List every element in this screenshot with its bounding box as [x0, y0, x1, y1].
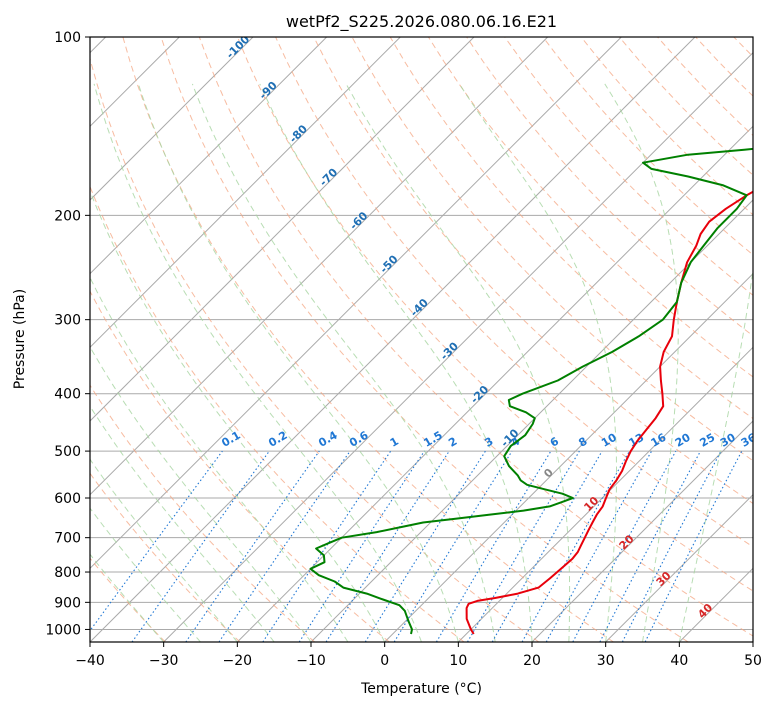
dry-adiabat-line [160, 37, 689, 642]
mixing-ratio-layer [90, 450, 743, 642]
isotherm-line [310, 199, 753, 642]
x-tick-label: −10 [296, 653, 326, 669]
y-tick-label: 600 [54, 491, 81, 507]
y-tick-label: 800 [54, 565, 81, 581]
x-tick-label: 0 [380, 653, 389, 669]
y-tick-label: 200 [54, 208, 81, 224]
plot-frame [89, 36, 754, 643]
isotherm-line [605, 493, 753, 642]
moist-adiabat-line [90, 189, 386, 642]
moist-adiabat-line [259, 83, 533, 642]
moist-adiabat-line [604, 83, 679, 642]
moist-adiabat-line [191, 83, 496, 642]
temperature-profile-line [465, 190, 753, 635]
isotherm-line [163, 51, 753, 642]
moist-adiabat-line [458, 83, 617, 642]
plot-area: 0.1 0.2 0.4 0.6 1 1.5 2 3 4 6 8 10 13 16 20 25 30 36-100-… [90, 37, 759, 642]
moist-adiabat-line [90, 345, 312, 642]
x-axis-title: Temperature (°C) [360, 681, 482, 697]
dry-adiabat-line [351, 37, 753, 462]
dry-adiabat-line [389, 37, 753, 420]
dry-adiabat-line [427, 37, 753, 378]
y-tick-label: 500 [54, 444, 81, 460]
moist-adiabat-line [93, 83, 422, 642]
dry-adiabat-line [313, 37, 753, 505]
mixing-ratio-line [325, 450, 450, 642]
y-tick-label: 700 [54, 531, 81, 547]
isotherm-line [90, 37, 254, 201]
dry-adiabat-line [90, 384, 316, 642]
moist-adiabat-line [137, 83, 459, 642]
mixing-ratio-line [298, 450, 425, 642]
y-tick-label: 100 [54, 30, 81, 46]
x-tick-label: 40 [670, 653, 688, 669]
x-tick-label: −20 [223, 653, 253, 669]
dry-adiabat-line [504, 37, 753, 296]
mixing-ratio-line [572, 450, 677, 642]
isotherm-line [90, 37, 549, 496]
dry-adiabat-line [198, 37, 753, 637]
dry-adiabat-line [122, 37, 614, 642]
moist-adiabat-line [90, 458, 238, 642]
dry-adiabat-line [90, 185, 465, 642]
moist-adiabat-line [678, 83, 753, 642]
mixing-ratio-line [185, 450, 320, 642]
grid-layer [90, 37, 753, 642]
dry-adiabat-line [275, 37, 753, 548]
x-tick-label: 10 [449, 653, 467, 669]
y-tick-label: 300 [54, 313, 81, 329]
x-tick-label: −30 [149, 653, 179, 669]
dry-adiabat-line [466, 37, 753, 337]
isotherm-line [90, 37, 328, 275]
mixing-ratio-line [131, 450, 270, 642]
mixing-ratio-line [393, 450, 513, 642]
y-tick-label: 900 [54, 595, 81, 611]
x-tick-label: 30 [597, 653, 615, 669]
mixing-ratio-label: 36 [739, 431, 759, 450]
x-tick-label: 50 [744, 653, 762, 669]
x-axis: −40 −30 −20 −10 0 10 20 30 40 50 [75, 642, 762, 669]
isotherm-line [90, 37, 401, 349]
isotherm-line [90, 37, 622, 570]
x-tick-label: −40 [75, 653, 105, 669]
y-tick-label: 400 [54, 387, 81, 403]
moist-adiabat-line [345, 83, 571, 642]
moist-adiabat-line [90, 507, 201, 642]
isotherm-line [531, 420, 753, 642]
dry-adiabat-line [90, 290, 390, 642]
y-axis: 100 200 300 400 500 600 700 800 900 1000 [45, 30, 90, 638]
isotherm-line [457, 346, 753, 642]
mixing-ratio-line [545, 450, 653, 642]
moist-adiabat-line [90, 276, 349, 642]
dewpoint-profile-line [309, 147, 753, 635]
chart-title: wetPf2_S225.2026.080.06.16.E21 [286, 12, 557, 32]
dry-adiabat-line [90, 472, 241, 642]
isotherm-line [236, 125, 753, 642]
mixing-ratio-line [90, 450, 223, 632]
y-tick-label: 1000 [45, 622, 81, 638]
moist-adiabat-line [90, 553, 165, 642]
mixing-ratio-line [644, 450, 743, 642]
isotherm-line [384, 272, 753, 642]
mixing-ratio-line [262, 450, 392, 642]
y-axis-title: Pressure (hPa) [12, 289, 28, 389]
moist-adiabat-line [90, 405, 275, 642]
profile-layer [309, 147, 753, 635]
x-tick-label: 20 [523, 653, 541, 669]
dry-adiabat-line [237, 37, 753, 592]
mixing-ratio-line [218, 450, 351, 642]
isotherm-line [90, 37, 475, 422]
